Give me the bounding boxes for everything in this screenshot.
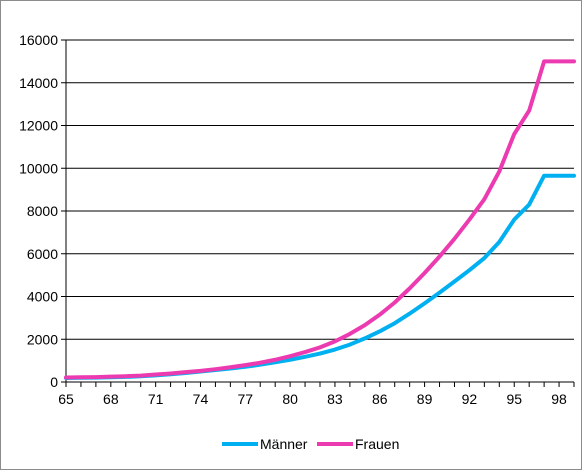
x-tick-label: 89: [417, 391, 433, 407]
x-tick-label: 65: [58, 391, 74, 407]
y-tick-labels: 0 2000 4000 6000 8000 10000 12000 14000 16000: [19, 32, 58, 390]
x-tick-label: 83: [327, 391, 343, 407]
x-tick-label: 80: [282, 391, 298, 407]
y-tick-label: 0: [50, 374, 58, 390]
series-lines: [64, 59, 576, 380]
y-tick-label: 14000: [19, 75, 58, 91]
x-tick-label: 77: [238, 391, 254, 407]
y-tick-label: 2000: [27, 331, 58, 347]
y-tick-label: 16000: [19, 32, 58, 48]
series-line-frauen: [64, 59, 576, 380]
y-tick-label: 6000: [27, 246, 58, 262]
y-tick-label: 8000: [27, 203, 58, 219]
x-tick-label: 86: [372, 391, 388, 407]
y-tick-label: 12000: [19, 118, 58, 134]
axes: [61, 39, 575, 387]
y-tick-label: 10000: [19, 160, 58, 176]
legend-label: Männer: [260, 436, 308, 452]
x-tick-label: 71: [148, 391, 164, 407]
y-tick-label: 4000: [27, 289, 58, 305]
x-tick-label: 92: [462, 391, 478, 407]
legend: Männer Frauen: [222, 436, 399, 452]
legend-label: Frauen: [355, 436, 399, 452]
x-tick-label: 74: [193, 391, 209, 407]
x-tick-labels: 65 68 71 74 77 80 83 86 89 92 95 98: [58, 391, 567, 407]
x-tick-label: 68: [103, 391, 119, 407]
x-tick-label: 98: [551, 391, 567, 407]
x-tick-label: 95: [506, 391, 522, 407]
gridlines: [66, 39, 574, 340]
